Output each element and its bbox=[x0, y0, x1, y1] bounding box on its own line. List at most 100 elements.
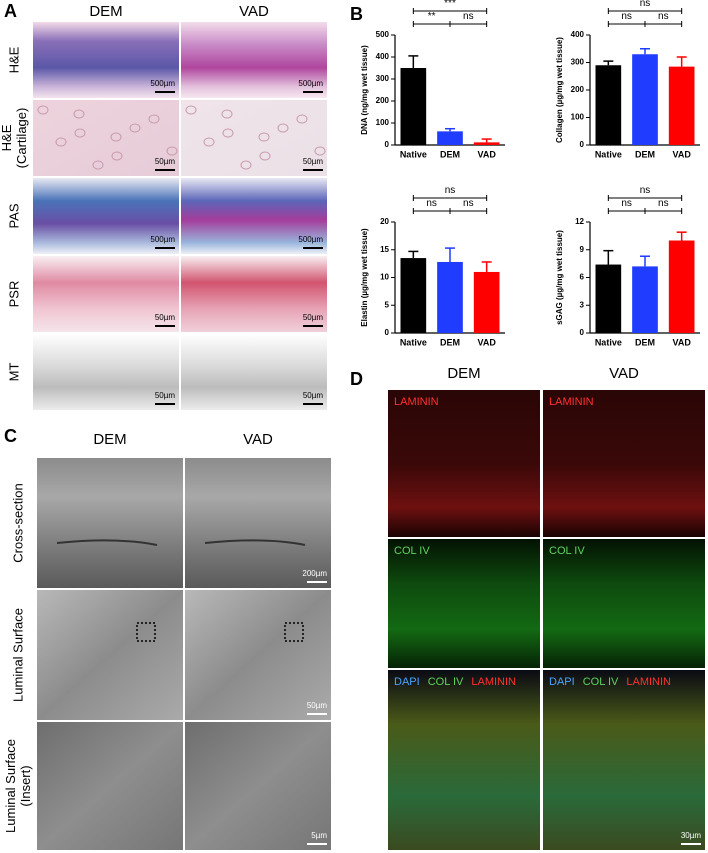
significance-label: ns bbox=[658, 11, 669, 22]
micrograph bbox=[181, 100, 327, 176]
stain-name: LAMININ bbox=[626, 676, 671, 688]
micrograph bbox=[181, 256, 327, 332]
significance-label: ns bbox=[621, 198, 632, 209]
stain-name: LAMININ bbox=[471, 676, 516, 688]
row-label: PSR bbox=[6, 281, 21, 308]
y-axis-label: Elastin (µg/mg wet tissue) bbox=[360, 228, 369, 327]
bar bbox=[668, 66, 695, 145]
cell bbox=[240, 160, 252, 170]
significance-label: ns bbox=[445, 185, 456, 196]
cell bbox=[258, 132, 270, 142]
row-label: (Insert) bbox=[18, 765, 33, 806]
bar bbox=[437, 131, 463, 145]
row-label: H&E bbox=[0, 124, 14, 151]
x-tick-label: VAD bbox=[477, 337, 496, 347]
y-axis-label: sGAG (µg/mg wet tissue) bbox=[555, 230, 564, 325]
sem-image bbox=[185, 458, 331, 588]
bar bbox=[400, 258, 427, 333]
sem-image bbox=[185, 722, 331, 850]
stain-name: DAPI bbox=[394, 676, 420, 688]
y-tick-label: 0 bbox=[580, 140, 585, 149]
sem-image bbox=[37, 458, 183, 588]
insert-box bbox=[284, 622, 304, 642]
bar bbox=[400, 68, 427, 145]
cell bbox=[37, 105, 49, 115]
bar bbox=[437, 261, 463, 333]
y-tick-label: 400 bbox=[571, 30, 585, 39]
cell bbox=[277, 123, 289, 133]
micrograph bbox=[33, 100, 179, 176]
cell bbox=[314, 146, 326, 156]
y-tick-label: 5 bbox=[385, 300, 390, 309]
x-tick-label: Native bbox=[595, 149, 622, 159]
scale-bar-label: 50µm bbox=[155, 313, 176, 322]
y-tick-label: 200 bbox=[376, 96, 390, 105]
cell bbox=[55, 137, 67, 147]
significance-label: ns bbox=[426, 198, 437, 209]
cell bbox=[92, 160, 104, 170]
stain-label: COL IV bbox=[394, 545, 430, 557]
x-tick-label: DEM bbox=[635, 337, 655, 347]
micrograph bbox=[33, 178, 179, 254]
scale-bar-label: 500µm bbox=[150, 235, 175, 244]
stain-label: DAPI COL IV LAMININ bbox=[549, 676, 671, 688]
bar bbox=[668, 240, 695, 333]
y-tick-label: 15 bbox=[380, 245, 389, 254]
stain-name: COL IV bbox=[583, 676, 619, 688]
micrograph bbox=[181, 334, 327, 410]
row-label: H&E bbox=[6, 46, 21, 73]
stain-label: DAPI COL IV LAMININ bbox=[394, 676, 516, 688]
bar bbox=[632, 54, 658, 145]
bar bbox=[595, 264, 622, 333]
y-axis-label: Collagen (µg/mg wet tissue) bbox=[555, 37, 564, 143]
scale-bar-label: 50µm bbox=[155, 391, 176, 400]
x-tick-label: DEM bbox=[440, 337, 460, 347]
stain-label: COL IV bbox=[549, 545, 585, 557]
stain-name: DAPI bbox=[549, 676, 575, 688]
cell bbox=[111, 151, 123, 161]
stain-label: LAMININ bbox=[549, 396, 594, 408]
y-tick-label: 100 bbox=[376, 118, 390, 127]
row-label: PAS bbox=[6, 203, 21, 228]
x-tick-label: VAD bbox=[477, 149, 496, 159]
y-tick-label: 0 bbox=[580, 328, 585, 337]
fluorescence-image bbox=[388, 390, 540, 537]
micrograph bbox=[33, 334, 179, 410]
y-tick-label: 12 bbox=[575, 217, 584, 226]
y-tick-label: 0 bbox=[385, 140, 390, 149]
stain-name: LAMININ bbox=[549, 396, 594, 408]
significance-label: ns bbox=[640, 185, 651, 196]
cell bbox=[166, 146, 178, 156]
scale-bar-label: 500µm bbox=[298, 235, 323, 244]
significance-label: ns bbox=[658, 198, 669, 209]
bar bbox=[595, 65, 622, 145]
y-tick-label: 0 bbox=[385, 328, 390, 337]
micrograph bbox=[33, 22, 179, 98]
x-tick-label: Native bbox=[595, 337, 622, 347]
panel-label: A bbox=[4, 1, 17, 21]
x-tick-label: Native bbox=[400, 337, 427, 347]
micrograph bbox=[33, 256, 179, 332]
fluorescence-image bbox=[543, 670, 705, 850]
row-label: Luminal Surface bbox=[3, 739, 18, 833]
scale-bar-label: 50µm bbox=[303, 157, 324, 166]
cell bbox=[221, 109, 233, 119]
scale-bar-label: 500µm bbox=[150, 79, 175, 88]
panel-label: B bbox=[350, 4, 363, 24]
cell bbox=[74, 128, 86, 138]
column-header: DEM bbox=[89, 3, 122, 20]
stain-label: LAMININ bbox=[394, 396, 439, 408]
micrograph bbox=[181, 22, 327, 98]
stain-name: LAMININ bbox=[394, 396, 439, 408]
stain-name: COL IV bbox=[549, 545, 585, 557]
sem-image bbox=[37, 590, 183, 720]
bar bbox=[632, 266, 658, 333]
sem-image bbox=[185, 590, 331, 720]
fluorescence-image bbox=[543, 539, 705, 668]
y-tick-label: 500 bbox=[376, 30, 390, 39]
scale-bar-label: 5µm bbox=[311, 831, 327, 840]
bar bbox=[473, 271, 500, 333]
x-tick-label: DEM bbox=[440, 149, 460, 159]
